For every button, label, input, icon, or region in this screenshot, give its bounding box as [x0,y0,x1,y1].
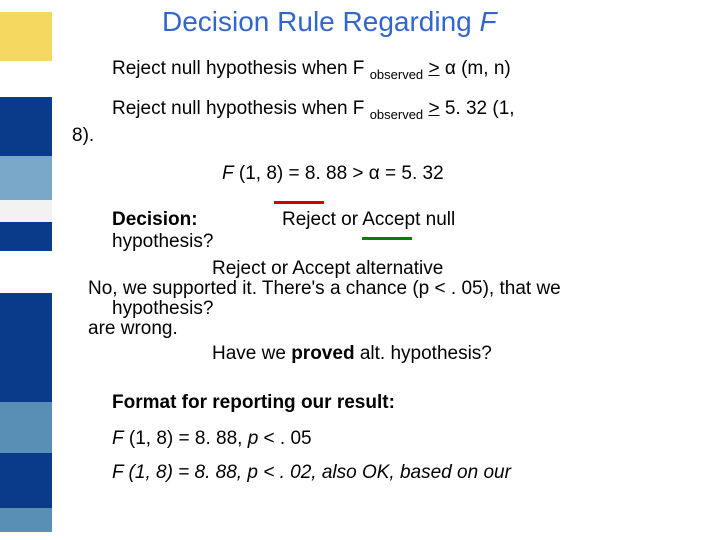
slide-title: Decision Rule Regarding F [162,6,712,38]
band-segment [0,97,52,156]
band-segment [0,293,52,402]
format-line: F (1, 8) = 8. 88, p < . 05 [112,428,712,450]
para1: Reject or Accept alternative [212,259,712,279]
slide-content: Decision Rule Regarding F Reject null hy… [72,6,712,484]
underline-reject [274,201,324,204]
band-segment [0,200,52,222]
rule2-b: > 5. 32 (1, [423,98,514,119]
decision-right-text: Reject or Accept null [282,209,455,230]
band-segment [0,156,52,200]
rule1-sub: observed [370,67,423,82]
band-segment [0,251,52,293]
rule1-a: Reject null hypothesis when F [112,58,370,79]
format-heading: Format for reporting our result: [112,392,712,414]
alt-hypothesis-block: Reject or Accept alternative No, we supp… [72,259,712,365]
decision-right: Reject or Accept null [282,209,455,231]
decision-q: hypothesis? [112,231,213,252]
rule1-b: > α (m, n) [423,58,511,79]
underline-accept [362,237,412,240]
band-segment [0,222,52,252]
decision-left: Decision: hypothesis? [112,209,282,253]
decision-block: Decision: hypothesis? Reject or Accept n… [72,209,712,253]
rule-line-2: Reject null hypothesis when F observed >… [72,97,712,148]
para4: are wrong. [88,319,712,339]
rule2-a: Reject null hypothesis when F [112,98,370,119]
para5: Have we proved alt. hypothesis? [212,344,712,364]
band-segment [0,61,52,97]
rule-line-1: Reject null hypothesis when F observed >… [112,56,712,83]
f-comparison: F (1, 8) = 8. 88 > α = 5. 32 [222,163,712,185]
para2: No, we supported it. There's a chance (p… [88,279,712,299]
band-segment [0,12,52,61]
cutoff-line: F (1, 8) = 8. 88, p < . 02, also OK, bas… [112,462,712,484]
decision-label: Decision: [112,209,198,230]
band-segment [0,402,52,453]
band-segment [0,508,52,532]
rule2-sub: observed [370,107,423,122]
rule2-c: 8). [72,124,712,149]
format-block: Format for reporting our result: F (1, 8… [112,392,712,450]
side-color-band [0,12,52,532]
para3: hypothesis? [112,299,712,319]
band-segment [0,453,52,508]
